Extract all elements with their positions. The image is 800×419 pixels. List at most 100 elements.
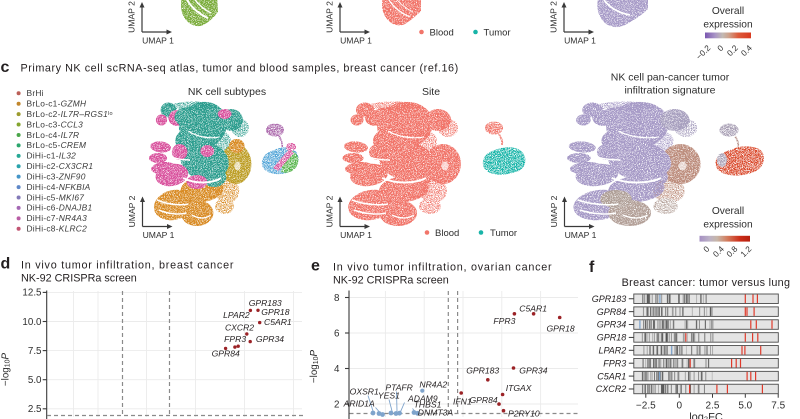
svg-text:Blood: Blood [435, 228, 459, 239]
svg-text:8: 8 [334, 293, 340, 304]
svg-text:1.2: 1.2 [738, 244, 753, 259]
svg-text:GPR84: GPR84 [212, 348, 240, 358]
svg-text:NK-92 CRISPRa screen: NK-92 CRISPRa screen [21, 273, 137, 285]
svg-text:LPAR2: LPAR2 [598, 346, 626, 356]
svg-text:CXCR2: CXCR2 [596, 384, 627, 394]
svg-text:P2RY10: P2RY10 [508, 408, 540, 418]
svg-text:DiHi-c5-MKI67: DiHi-c5-MKI67 [27, 192, 85, 202]
svg-text:DiHi-c3-ZNF90: DiHi-c3-ZNF90 [27, 171, 86, 181]
svg-text:7.5: 7.5 [771, 401, 785, 412]
svg-text:2.5: 2.5 [28, 404, 42, 415]
svg-text:GPR18: GPR18 [261, 307, 289, 317]
svg-text:2: 2 [334, 399, 339, 410]
svg-text:UMAP 1: UMAP 1 [143, 230, 175, 240]
svg-text:expression: expression [703, 220, 752, 231]
svg-text:THBS1: THBS1 [414, 399, 442, 409]
svg-text:Tumor: Tumor [490, 228, 517, 239]
svg-text:GPR34: GPR34 [519, 365, 547, 375]
svg-text:f: f [589, 259, 595, 276]
svg-text:Blood: Blood [430, 28, 454, 39]
svg-text:C5AR1: C5AR1 [597, 371, 626, 381]
svg-text:UMAP 1: UMAP 1 [565, 230, 597, 240]
svg-text:DNMT3A: DNMT3A [418, 408, 454, 418]
svg-text:c: c [1, 59, 10, 76]
svg-text:−2.5: −2.5 [636, 401, 656, 412]
svg-text:ARID1A: ARID1A [343, 399, 375, 409]
svg-text:UMAP 2: UMAP 2 [325, 195, 335, 227]
svg-text:CXCR2: CXCR2 [225, 322, 254, 332]
svg-text:FPR3: FPR3 [493, 316, 515, 326]
svg-text:infiltration signature: infiltration signature [624, 85, 715, 97]
svg-text:UMAP 1: UMAP 1 [142, 36, 174, 46]
svg-text:UMAP 2: UMAP 2 [127, 195, 137, 227]
svg-text:e: e [311, 258, 320, 275]
svg-text:NR4A2: NR4A2 [419, 380, 447, 390]
svg-text:UMAP 1: UMAP 1 [340, 230, 372, 240]
svg-text:ADAM9: ADAM9 [407, 394, 438, 404]
svg-text:0.8: 0.8 [724, 244, 739, 259]
svg-text:UMAP 1: UMAP 1 [340, 36, 372, 46]
svg-text:UMAP 2: UMAP 2 [325, 1, 335, 33]
svg-text:DiHi-c4-NFKBIA: DiHi-c4-NFKBIA [27, 182, 91, 192]
svg-text:0: 0 [701, 244, 712, 255]
svg-text:0.2: 0.2 [725, 43, 740, 58]
svg-text:BrLo-c2-IL7R–RGS1lo: BrLo-c2-IL7R–RGS1lo [27, 109, 113, 119]
svg-text:−log10P: −log10P [1, 352, 12, 386]
svg-text:0: 0 [677, 401, 683, 412]
svg-text:BrLo-c5-CREM: BrLo-c5-CREM [27, 140, 87, 150]
svg-text:DiHi-c1-IL32: DiHi-c1-IL32 [27, 151, 77, 161]
svg-text:0: 0 [715, 43, 726, 54]
svg-text:GPR183: GPR183 [466, 365, 499, 375]
svg-text:In vivo tumor infiltration, ov: In vivo tumor infiltration, ovarian canc… [333, 262, 552, 274]
svg-text:5.0: 5.0 [738, 401, 752, 412]
svg-text:Tumor: Tumor [484, 28, 511, 39]
svg-text:GPR84: GPR84 [597, 307, 627, 317]
svg-text:−log10P: −log10P [309, 349, 320, 383]
svg-text:GPR183: GPR183 [249, 298, 282, 308]
svg-text:FPR3: FPR3 [224, 334, 246, 344]
svg-text:DiHi-c8-KLRC2: DiHi-c8-KLRC2 [27, 224, 88, 234]
svg-text:FPR3: FPR3 [603, 358, 626, 368]
svg-text:UMAP 2: UMAP 2 [549, 195, 559, 227]
svg-text:In vivo tumor infiltration, br: In vivo tumor infiltration, breast cance… [21, 260, 234, 272]
svg-text:UMAP 2: UMAP 2 [549, 1, 559, 33]
svg-text:GPR183: GPR183 [592, 294, 627, 304]
svg-text:7.5: 7.5 [28, 346, 42, 357]
svg-text:Overall: Overall [712, 6, 744, 17]
svg-text:d: d [1, 256, 11, 273]
svg-text:log2FC: log2FC [689, 412, 723, 419]
svg-text:UMAP 1: UMAP 1 [564, 36, 596, 46]
svg-text:4: 4 [334, 364, 340, 375]
svg-text:ITGAX: ITGAX [506, 383, 532, 393]
svg-text:GPR34: GPR34 [597, 320, 627, 330]
svg-text:Primary NK cell scRNA-seq atla: Primary NK cell scRNA-seq atlas, tumor a… [21, 63, 459, 75]
svg-text:NK-92 CRISPRa screen: NK-92 CRISPRa screen [333, 275, 449, 287]
svg-text:PTAFR: PTAFR [385, 383, 413, 393]
svg-text:NK cell pan-cancer tumor: NK cell pan-cancer tumor [611, 72, 730, 84]
svg-text:LPAR2: LPAR2 [223, 310, 250, 320]
svg-text:GPR84: GPR84 [470, 395, 498, 405]
svg-text:Overall: Overall [712, 206, 744, 217]
svg-text:2.5: 2.5 [706, 401, 720, 412]
svg-text:DiHi-c7-NR4A3: DiHi-c7-NR4A3 [27, 213, 88, 223]
svg-text:BrLo-c4-IL7R: BrLo-c4-IL7R [27, 130, 80, 140]
svg-text:−0.2: −0.2 [694, 43, 713, 62]
svg-text:12.5: 12.5 [22, 288, 42, 299]
svg-text:YES1: YES1 [378, 390, 400, 400]
svg-text:GPR18: GPR18 [547, 323, 575, 333]
svg-text:Site: Site [422, 86, 440, 98]
svg-text:DiHi-c6-DNAJB1: DiHi-c6-DNAJB1 [27, 203, 93, 213]
svg-text:GPR34: GPR34 [256, 334, 284, 344]
svg-text:0.4: 0.4 [739, 43, 754, 58]
svg-text:Breast cancer: tumor versus lu: Breast cancer: tumor versus lung [622, 277, 791, 289]
svg-text:10.0: 10.0 [22, 317, 42, 328]
svg-text:C5AR1: C5AR1 [264, 317, 292, 327]
svg-text:GPR18: GPR18 [597, 333, 627, 343]
svg-text:6: 6 [334, 328, 340, 339]
svg-text:C5AR1: C5AR1 [519, 303, 547, 313]
svg-text:BrHi: BrHi [27, 88, 44, 98]
svg-text:OXSR1: OXSR1 [350, 386, 379, 396]
svg-text:5.0: 5.0 [28, 375, 42, 386]
svg-text:UMAP 2: UMAP 2 [127, 1, 137, 33]
svg-text:IFN1: IFN1 [453, 396, 472, 406]
